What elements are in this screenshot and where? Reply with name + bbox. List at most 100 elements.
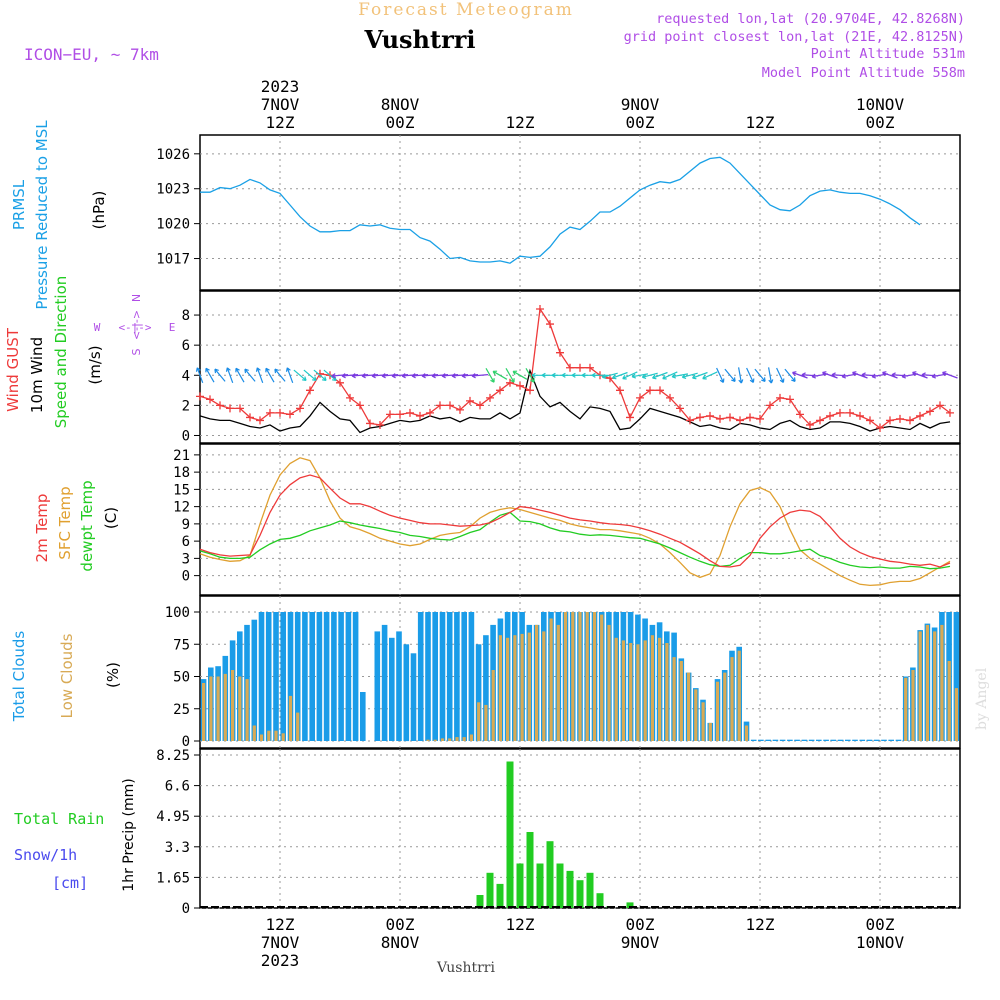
top-time-label: 7NOV (261, 95, 300, 114)
low-cloud-bar (252, 725, 256, 741)
model-label: ICON−EU, ~ 7km (24, 45, 159, 64)
gust-marker (336, 378, 344, 387)
total-cloud-bar (787, 739, 793, 741)
top-time-label: 12Z (266, 113, 295, 132)
low-cloud-bar (535, 624, 539, 741)
credit-watermark: by Angel (974, 667, 990, 730)
gust-marker (246, 413, 254, 422)
temp-unit-label: (C) (102, 507, 120, 529)
y-tick-label: 15 (173, 482, 190, 498)
y-tick-label: 0 (182, 569, 190, 585)
wind-direction-arrow (451, 373, 469, 379)
rain-bar (586, 872, 594, 908)
top-time-label: 2023 (261, 77, 300, 96)
total-cloud-bar (338, 612, 344, 741)
gust-marker (546, 320, 554, 329)
rain-bar (576, 880, 584, 908)
wind-direction-arrow (244, 368, 256, 382)
total-cloud-bar (280, 612, 286, 741)
total-cloud-bar (852, 739, 858, 741)
gust-marker (876, 423, 884, 432)
total-cloud-bar (881, 739, 887, 741)
total-cloud-bar (302, 612, 308, 741)
panel-frame (199, 134, 961, 291)
wind-direction-arrow (622, 371, 638, 380)
wind-direction-arrow (702, 371, 718, 380)
low-cloud-bar (281, 733, 285, 741)
low-cloud-bar (462, 737, 466, 741)
wind-direction-arrow (401, 373, 419, 379)
wind-direction-arrow (225, 367, 234, 384)
rain-bar (566, 870, 574, 908)
total-cloud-bar (273, 612, 279, 741)
gust-marker (236, 404, 244, 413)
gust-marker (826, 411, 834, 420)
wind-panel: 0 2 4 6 8 Wind GUST 10m Wind Speed and Directio… (4, 276, 961, 444)
y-tick-label: 6.6 (165, 779, 190, 795)
low-cloud-bar (231, 670, 235, 741)
total-cloud-bar (823, 739, 829, 741)
dewpt-temp-line (199, 511, 951, 570)
low-cloud-bar (216, 676, 220, 741)
wind-direction-arrow (351, 373, 369, 379)
low-cloud-bar (245, 679, 249, 741)
low-cloud-bar (607, 624, 611, 741)
low-cloud-bar (238, 676, 242, 741)
wind-unit-label: (m/s) (86, 345, 104, 384)
low-cloud-bar (542, 631, 546, 741)
wind-direction-arrow (492, 370, 508, 380)
gust-marker (896, 414, 904, 423)
sfc-temp-line (199, 457, 951, 587)
wind-direction-arrow (195, 367, 204, 384)
y-tick-label: 3.3 (165, 840, 190, 856)
low-cloud-bar (636, 644, 640, 742)
y-tick-label: 4 (182, 368, 190, 384)
y-tick-label: 6 (182, 534, 190, 550)
gust-marker (716, 414, 724, 423)
total-cloud-bar (381, 624, 388, 741)
y-tick-label: 0 (182, 734, 190, 750)
y-tick-label: 1023 (156, 182, 190, 198)
compass-north: N (130, 294, 143, 302)
y-tick-label: 0 (182, 901, 190, 917)
gust-marker (406, 408, 414, 417)
total-cloud-bar (859, 739, 866, 741)
total-cloud-bar (765, 739, 771, 741)
low-cloud-bar (679, 661, 683, 741)
total-cloud-bar (794, 739, 800, 741)
grid-point-coords: grid point closest lon,lat (21E, 42.8125… (624, 29, 965, 45)
wind-direction-arrow (461, 373, 479, 379)
bottom-time-label: 9NOV (621, 933, 660, 952)
compass-east: E (169, 321, 176, 334)
gust-marker (556, 348, 564, 357)
compass-horizontal-arrow: <-|-> (118, 321, 151, 334)
low-cloud-bar (527, 632, 531, 741)
wind-direction-arrow (746, 367, 755, 383)
footer: Vushtrri by Angel (436, 667, 990, 976)
total-cloud-bar (475, 644, 482, 742)
rain-bar (556, 863, 564, 908)
gust-marker (316, 369, 324, 378)
low-cloud-bar (665, 643, 669, 741)
gust-marker (466, 396, 474, 405)
wind-direction-arrow (738, 367, 744, 384)
low-cloud-bar (650, 635, 654, 741)
total-cloud-bar (439, 612, 446, 741)
total-cloud-bar (403, 644, 410, 742)
low-cloud-bar (202, 683, 206, 741)
bottom-time-label: 10NOV (856, 933, 905, 952)
total-cloud-bar (750, 739, 757, 741)
top-time-label: 00Z (626, 113, 655, 132)
y-tick-label: 21 (173, 448, 190, 464)
bottom-time-label: 00Z (626, 915, 655, 934)
y-tick-label: 3 (182, 551, 190, 567)
gust-marker (446, 401, 454, 410)
rain-bar (536, 863, 544, 908)
total-cloud-bar (808, 739, 815, 741)
total-cloud-bar (801, 739, 808, 741)
total-cloud-bar (873, 739, 880, 741)
y-tick-label: 6 (182, 338, 190, 354)
gust-marker (306, 386, 314, 395)
bottom-time-label: 12Z (746, 915, 775, 934)
top-time-label: 12Z (746, 113, 775, 132)
